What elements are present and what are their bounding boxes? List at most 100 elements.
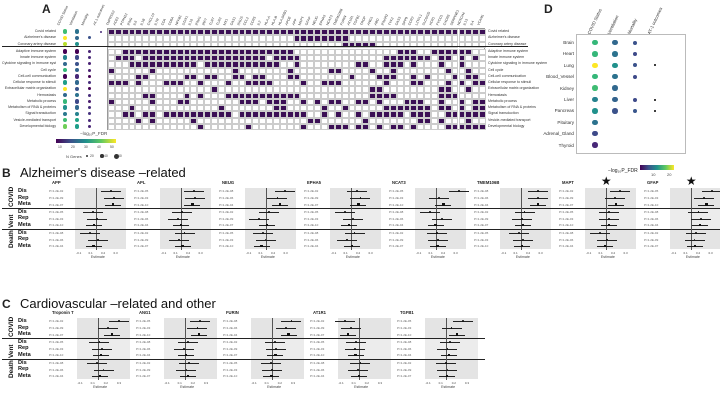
panel-d-row-label: Lung	[563, 62, 574, 68]
panel-a-grid-cell	[149, 29, 157, 36]
panelB-group-label: COVID	[8, 186, 15, 207]
panel-a-grid-cell	[114, 48, 122, 55]
panelB-point	[345, 238, 348, 241]
panelC-point	[450, 327, 453, 329]
panel-a-grid-cell	[211, 73, 218, 80]
panel-a-grid-cell	[341, 111, 349, 118]
panel-a-grid-cell	[300, 73, 308, 80]
panel-a-grid-cell	[266, 73, 273, 80]
panel-a-grid-cell	[190, 105, 198, 112]
panelB-pvalue-text: P=1.2E-05	[389, 189, 404, 194]
panelC-pvalue-text: P=1.2E-04	[223, 332, 238, 337]
panel-a-grid-cell	[458, 41, 466, 48]
panelB-point	[457, 190, 460, 193]
panel-a-grid-cell	[314, 73, 322, 80]
panelB-group-divider	[2, 207, 720, 209]
panel-a-grid-cell	[156, 29, 163, 36]
panel-a-grid-cell	[272, 55, 280, 62]
panel-a-row-label: Alzheimer's disease	[24, 35, 56, 40]
panel-a-grid-cell	[334, 123, 342, 130]
panel-a-grid-cell	[183, 41, 191, 48]
panelB-point	[357, 203, 360, 206]
panelC-pvalue-text: P=1.2E-10	[310, 353, 325, 358]
panel-a-grid-cell	[197, 111, 205, 118]
panel-a-grid-cell	[266, 41, 273, 48]
panel-a-grid-cell	[314, 111, 322, 118]
panel-a-grid-cell	[190, 98, 198, 105]
panel-a-grid-cell	[307, 48, 315, 55]
panelC-gene-label: FURIN	[226, 310, 239, 315]
panel-a-dot-column-label: AT-1 outcomes	[92, 3, 106, 26]
panel-a-grid-cell	[135, 111, 143, 118]
panelB-point	[518, 232, 521, 234]
panel-a-grid-cell	[197, 105, 205, 112]
panelC-xlabel: Estimate	[93, 385, 108, 390]
panel-a-gene-column-label: ACE2	[112, 16, 120, 26]
panelB-pvalue-text: P=1.2E-10	[304, 223, 319, 228]
panel-a-grid-cell	[444, 98, 452, 105]
panel-a-grid-cell	[362, 67, 370, 74]
panel-a-grid-cell	[217, 92, 225, 99]
panel-a-grid-cell	[293, 98, 301, 105]
panel-a-grid-cell	[114, 105, 122, 112]
panel-a-gene-column-label: XCR1	[428, 16, 436, 26]
panel-a-grid-cell	[272, 117, 280, 124]
panel-a-grid-cell	[169, 117, 177, 124]
panel-a-dot	[87, 112, 91, 116]
panel-a-dot	[74, 74, 80, 79]
panel-a-grid-cell	[321, 61, 328, 68]
panel-a-grid-cell	[472, 73, 480, 80]
panel-a-grid-cell	[217, 73, 225, 80]
panelB-pvalue-text: P=1.2E-06	[49, 237, 64, 242]
panel-a-grid-cell	[348, 105, 356, 112]
panelB-row-label: Dis	[18, 229, 27, 236]
panel-d-column-label: Ventilation	[606, 14, 620, 35]
panel-a-gene-column-label: APP	[290, 18, 298, 26]
panel-a-grid-cell	[472, 35, 480, 42]
panelC-point	[446, 347, 449, 350]
panel-a-grid-cell	[382, 48, 390, 55]
panelC-axis-tick: 0.3	[290, 381, 296, 386]
panelC-axis-tick: -0.1	[164, 381, 170, 386]
panelB-axis-tick: 0.2	[611, 251, 616, 256]
panel-a-grid-cell	[169, 111, 177, 118]
panel-a-grid-cell	[279, 98, 287, 105]
panel-a-grid-cell	[472, 105, 480, 112]
panelB-gene-label: NEUG	[222, 180, 235, 185]
panel-a-dot	[74, 117, 80, 123]
panel-a-grid-cell	[334, 117, 342, 124]
panel-a-grid-cell	[341, 86, 349, 93]
panelB-pvalue-text: P=1.2E-07	[134, 244, 149, 249]
panel-a-grid-cell	[355, 80, 363, 87]
panel-a-dot	[74, 29, 80, 34]
panelC-row-label: Rep	[18, 324, 29, 331]
panel-a-row-label-right: Alzheimer's disease	[488, 35, 520, 40]
panelB-pvalue-text: P=1.2E-06	[644, 216, 659, 221]
panel-a-grid-cell	[417, 105, 425, 112]
panel-a-grid-cell	[259, 67, 267, 74]
panel-a-row-label: Cytokine signaling in immune system	[2, 61, 56, 66]
panel-a-row-label-right: Hemostasis	[488, 92, 507, 97]
panel-a-grid-cell	[190, 41, 198, 48]
panel-a-grid-cell	[238, 105, 246, 112]
panel-a-grid-cell	[224, 86, 232, 93]
panel-a-grid-cell	[211, 48, 218, 55]
panelB-band	[330, 229, 381, 250]
panel-a-size-tick: 40	[104, 154, 108, 158]
panel-a-grid-cell	[286, 123, 294, 130]
panelB-point	[348, 224, 351, 227]
panelC-xlabel: Estimate	[441, 385, 456, 390]
panel-a-grid-cell	[376, 35, 383, 42]
panel-a-grid-cell	[197, 41, 205, 48]
panel-a-grid-cell	[128, 55, 136, 62]
panel-d-colorbar-tick: 20	[667, 172, 672, 177]
panel-a-grid-cell	[156, 92, 163, 99]
panelB-pvalue-text: P=1.2E-10	[389, 202, 404, 207]
panel-a-grid-cell	[417, 67, 425, 74]
panel-a-gene-column-label: OAS1	[229, 16, 237, 26]
panelB-band	[500, 229, 551, 250]
panel-a-grid-cell	[231, 73, 239, 80]
panel-a-grid-cell	[465, 48, 473, 55]
panel-a-row-label: Covid related	[34, 29, 56, 33]
panelB-gene-label: MAPT	[562, 180, 574, 185]
